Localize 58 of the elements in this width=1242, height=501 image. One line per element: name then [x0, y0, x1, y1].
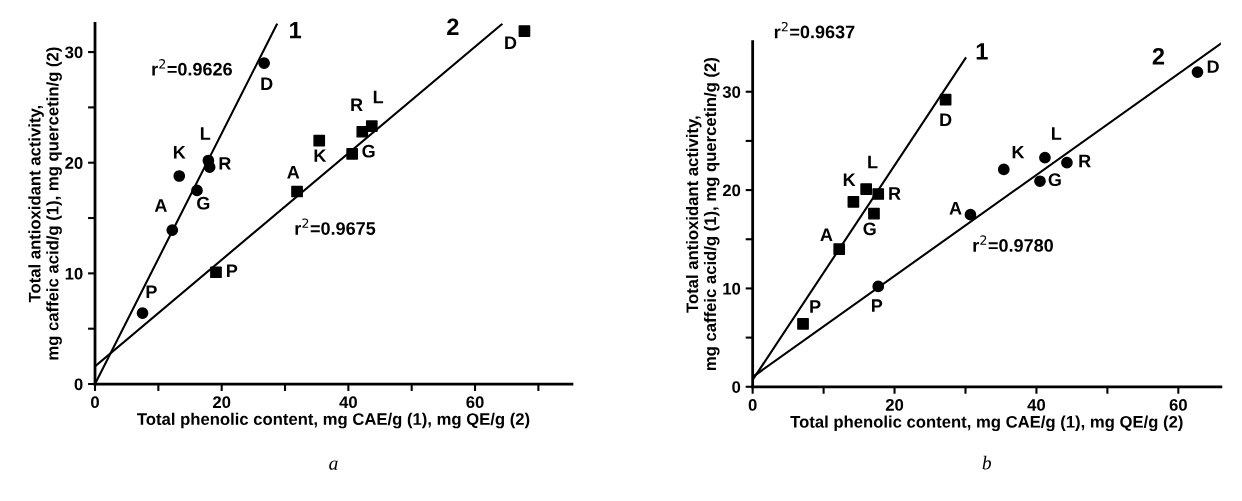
- annotation: L: [200, 127, 211, 140]
- annotation: A: [154, 199, 167, 212]
- x-tick-label: 40: [1027, 399, 1046, 411]
- annotation: K: [173, 146, 186, 159]
- y-tick-label: 10: [65, 267, 83, 280]
- annotation: G: [1048, 173, 1061, 187]
- x-axis-title: Total phenolic content, mg CAE/g (1), mg QE/g (2): [137, 412, 530, 429]
- annotation: D: [1207, 60, 1219, 73]
- x-tick-label: 0: [91, 396, 99, 409]
- annotation: P: [871, 299, 883, 312]
- annotation: 2: [1152, 47, 1165, 65]
- x-axis-title: Total phenolic content, mg CAE/g (1), mg QE/g (2): [790, 415, 1183, 432]
- annotation: R: [889, 187, 901, 200]
- annotation: L: [373, 90, 384, 104]
- annotation: G: [863, 222, 876, 236]
- x-tick-label: 60: [1169, 399, 1187, 411]
- annotation: 1: [290, 22, 302, 39]
- x-tick-label: 20: [885, 399, 904, 411]
- annotation: G: [197, 196, 210, 210]
- annotation: K: [1012, 145, 1025, 159]
- y-axis-title: Total antioxidant activity, mg caffeic acid/g (1), mg quercetin/g (2): [28, 47, 62, 360]
- annotation: A: [949, 202, 962, 215]
- text: a: [329, 460, 338, 470]
- annotation: D: [505, 36, 517, 49]
- x-tick-label: 20: [213, 396, 231, 409]
- annotation: R: [351, 98, 363, 111]
- annotation: A: [287, 166, 300, 179]
- x-tick-label: 60: [466, 396, 484, 409]
- text: b: [982, 455, 992, 470]
- annotation: P: [227, 264, 238, 277]
- y-axis-title: Total antioxidant activity, mg caffeic acid/g (1), mg quercetin/g (2): [685, 58, 720, 371]
- annotation: R: [219, 157, 231, 170]
- annotation: K: [314, 149, 327, 162]
- annotation: L: [1051, 127, 1062, 140]
- y-tick-label: 30: [722, 86, 741, 98]
- annotation: A: [820, 228, 833, 241]
- annotation: R: [1079, 154, 1091, 168]
- y-tick-label: 20: [65, 157, 83, 169]
- annotation: 1: [976, 43, 988, 60]
- annotation: D: [940, 113, 952, 126]
- y-tick-label: 0: [74, 378, 83, 391]
- annotation: D: [261, 77, 273, 90]
- annotation: L: [868, 155, 878, 169]
- x-tick-label: 0: [748, 399, 757, 411]
- annotation: r$^{2}$=0.9780: [973, 235, 1053, 252]
- annotation: r$^{2}$=0.9675: [295, 218, 376, 235]
- annotation: r$^{2}$=0.9626: [152, 59, 232, 76]
- text: r$^{2}$=0.9637: [774, 21, 855, 39]
- annotation: P: [810, 300, 821, 313]
- annotation: 2: [447, 18, 459, 35]
- y-tick-label: 20: [722, 184, 741, 197]
- y-tick-label: 0: [732, 381, 741, 393]
- annotation: G: [362, 144, 375, 158]
- x-tick-label: 40: [339, 396, 357, 409]
- y-tick-label: 30: [65, 46, 83, 59]
- annotation: P: [146, 285, 157, 298]
- annotation: K: [843, 173, 856, 186]
- y-tick-label: 10: [723, 282, 741, 295]
